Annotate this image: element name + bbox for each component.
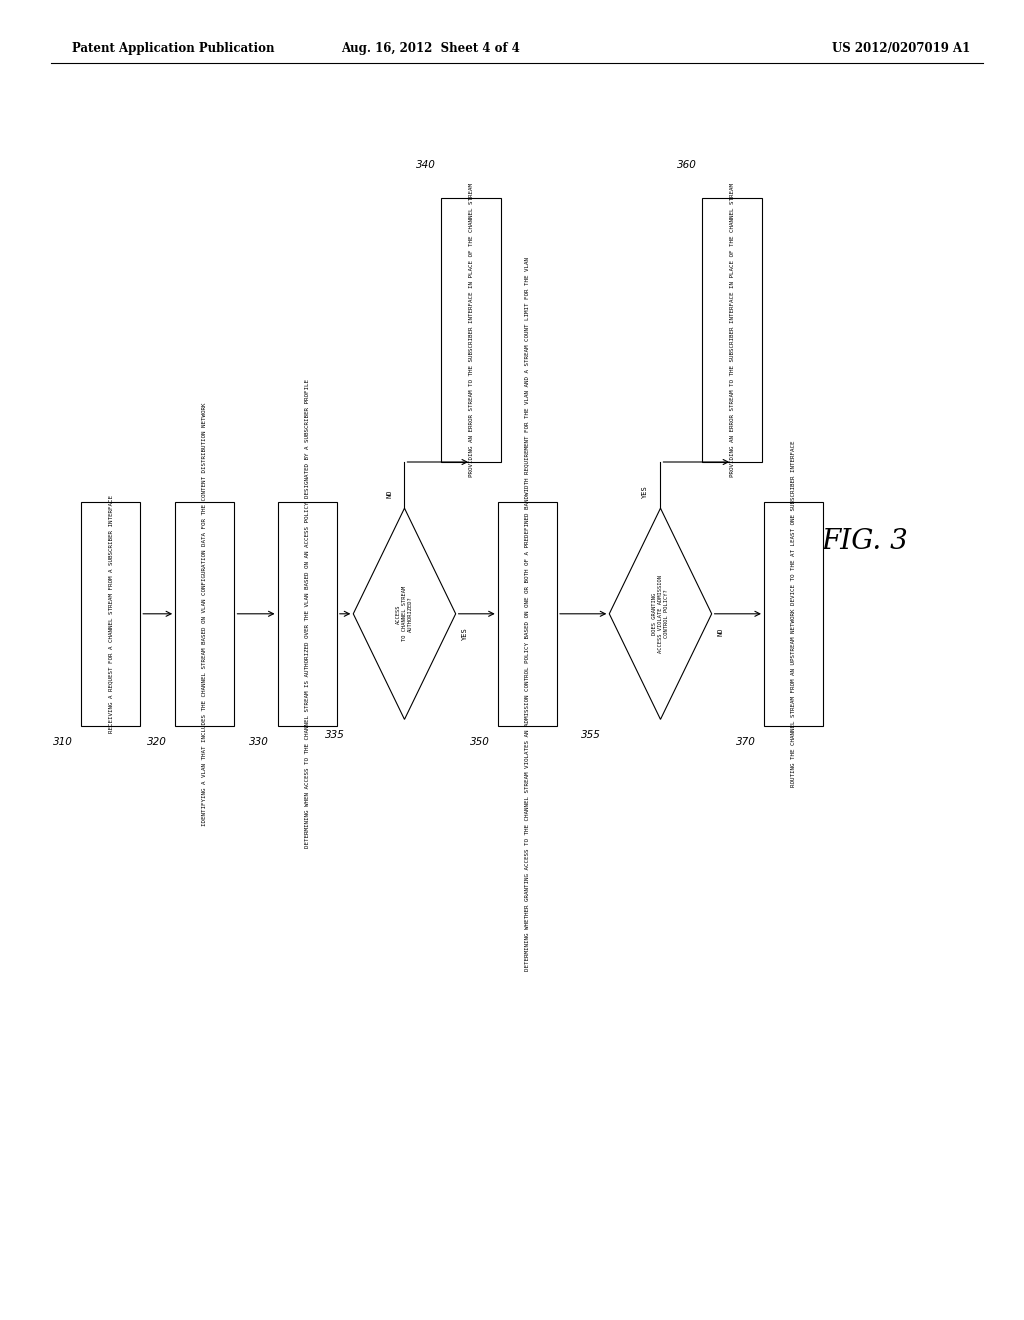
Text: PROVIDING AN ERROR STREAM TO THE SUBSCRIBER INTERFACE IN PLACE OF THE CHANNEL ST: PROVIDING AN ERROR STREAM TO THE SUBSCRI… (730, 183, 734, 477)
Text: 340: 340 (417, 160, 436, 170)
Text: DETERMINING WHETHER GRANTING ACCESS TO THE CHANNEL STREAM VIOLATES AN ADMISSION : DETERMINING WHETHER GRANTING ACCESS TO T… (525, 257, 529, 970)
Text: RECEIVING A REQUEST FOR A CHANNEL STREAM FROM A SUBSCRIBER INTERFACE: RECEIVING A REQUEST FOR A CHANNEL STREAM… (109, 495, 113, 733)
Text: NO: NO (718, 627, 724, 635)
Text: YES: YES (642, 484, 648, 498)
Text: DOES GRANTING
ACCESS VIOLATE ADMISSION
CONTROL POLICY?: DOES GRANTING ACCESS VIOLATE ADMISSION C… (652, 574, 669, 653)
FancyBboxPatch shape (278, 502, 337, 726)
Text: FIG. 3: FIG. 3 (822, 528, 908, 554)
Text: YES: YES (462, 627, 468, 640)
Text: ROUTING THE CHANNEL STREAM FROM AN UPSTREAM NETWORK DEVICE TO THE AT LEAST ONE S: ROUTING THE CHANNEL STREAM FROM AN UPSTR… (792, 441, 796, 787)
FancyBboxPatch shape (81, 502, 140, 726)
FancyBboxPatch shape (175, 502, 234, 726)
Text: 350: 350 (470, 737, 489, 747)
Text: DETERMINING WHEN ACCESS TO THE CHANNEL STREAM IS AUTHORIZED OVER THE VLAN BASED : DETERMINING WHEN ACCESS TO THE CHANNEL S… (305, 379, 309, 849)
Text: NO: NO (386, 490, 392, 498)
Text: Patent Application Publication: Patent Application Publication (72, 42, 274, 55)
FancyBboxPatch shape (764, 502, 823, 726)
Text: ACCESS
TO CHANNEL STREAM
AUTHORIZED?: ACCESS TO CHANNEL STREAM AUTHORIZED? (396, 586, 413, 642)
Text: PROVIDING AN ERROR STREAM TO THE SUBSCRIBER INTERFACE IN PLACE OF THE CHANNEL ST: PROVIDING AN ERROR STREAM TO THE SUBSCRI… (469, 183, 473, 477)
Polygon shape (609, 508, 712, 719)
FancyBboxPatch shape (441, 198, 501, 462)
Text: 320: 320 (147, 737, 167, 747)
Text: 310: 310 (53, 737, 73, 747)
Text: 330: 330 (250, 737, 269, 747)
Text: 355: 355 (582, 730, 601, 741)
Text: 335: 335 (326, 730, 345, 741)
Polygon shape (353, 508, 456, 719)
Text: 370: 370 (736, 737, 756, 747)
FancyBboxPatch shape (498, 502, 557, 726)
FancyBboxPatch shape (702, 198, 762, 462)
Text: US 2012/0207019 A1: US 2012/0207019 A1 (831, 42, 971, 55)
Text: 360: 360 (678, 160, 697, 170)
Text: IDENTIFYING A VLAN THAT INCLUDES THE CHANNEL STREAM BASED ON VLAN CONFIGURATION : IDENTIFYING A VLAN THAT INCLUDES THE CHA… (203, 403, 207, 825)
Text: Aug. 16, 2012  Sheet 4 of 4: Aug. 16, 2012 Sheet 4 of 4 (341, 42, 519, 55)
